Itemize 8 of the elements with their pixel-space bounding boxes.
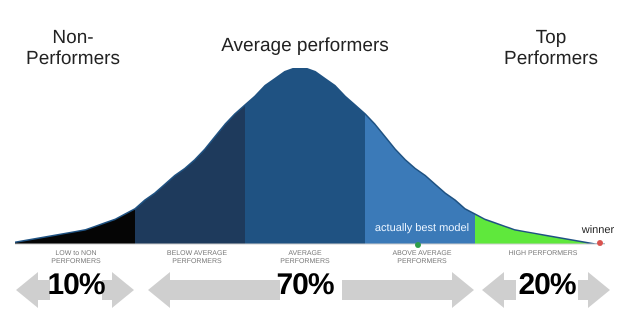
text: 10% [46, 268, 106, 301]
annotation: actually best model [374, 222, 470, 234]
annotation: Top Performers [503, 27, 599, 70]
annotation: Non-Performers [25, 27, 121, 70]
annotation: winner [580, 224, 616, 236]
text: 70% [275, 268, 335, 301]
text: Average performers [220, 35, 390, 57]
text: 20% [517, 268, 577, 301]
